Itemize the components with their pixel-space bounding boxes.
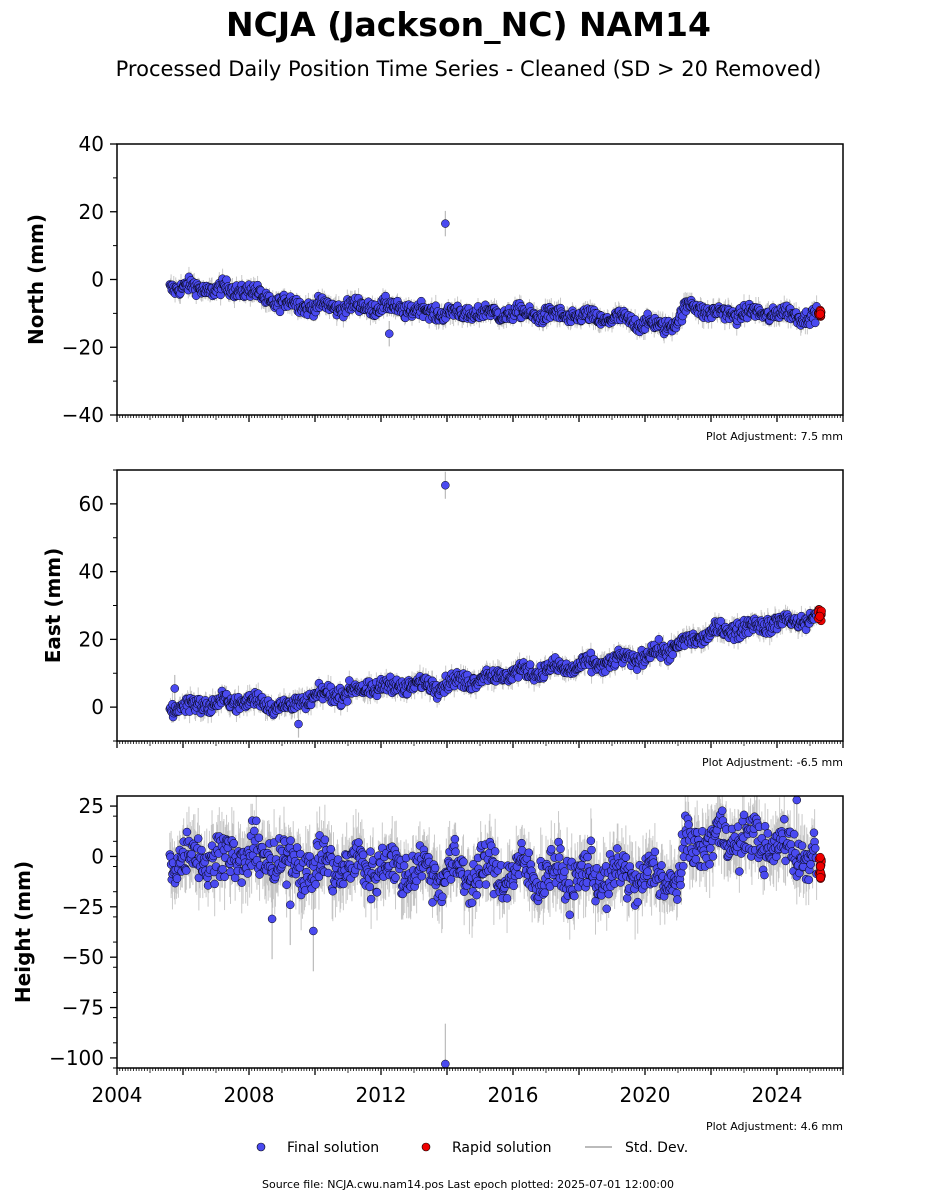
north-ylabel: North (mm) — [24, 214, 48, 345]
final-point — [654, 634, 664, 644]
final-point — [668, 650, 677, 659]
north-ytick-label: −40 — [62, 403, 104, 427]
east-data — [165, 471, 826, 738]
rapid-point — [815, 611, 825, 621]
panel-north: −40 −20 0 20 40 North (mm) Plot Adjustment: 7.… — [24, 132, 844, 443]
final-point-outlier — [441, 480, 450, 490]
final-point-outlier — [294, 719, 303, 729]
chart-title: NCJA (Jackson_NC) NAM14 — [226, 5, 711, 44]
north-ytick-label: 20 — [79, 200, 104, 224]
final-point — [811, 318, 820, 328]
north-data — [165, 210, 826, 347]
north-ytick-label: 0 — [91, 268, 104, 292]
final-point — [275, 307, 285, 317]
final-point-outlier — [170, 684, 179, 693]
north-ytick-label: 40 — [79, 132, 104, 156]
final-point — [345, 676, 354, 685]
north-ytick-label: −20 — [62, 335, 104, 359]
chart-subtitle: Processed Daily Position Time Series - C… — [115, 57, 822, 81]
final-point-outlier — [441, 219, 450, 228]
east-ylabel: East (mm) — [41, 548, 65, 664]
final-point — [716, 617, 726, 626]
final-point — [525, 660, 535, 669]
east-plot-adjustment: Plot Adjustment: -6.5 mm — [702, 756, 843, 769]
north-plot-adjustment: Plot Adjustment: 7.5 mm — [706, 430, 843, 443]
final-point-outlier — [385, 329, 394, 338]
east-ytick-label: 0 — [91, 695, 104, 719]
final-point — [343, 697, 352, 706]
east-ytick-label: 60 — [79, 492, 104, 516]
height-data — [165, 796, 826, 1068]
east-ytick-label: 20 — [79, 627, 104, 651]
east-ytick-label: 40 — [79, 560, 104, 584]
rapid-point — [815, 309, 825, 319]
panel-east: 0 20 40 60 East (mm) Plot Adjustment: -6.5 mm — [41, 469, 844, 769]
